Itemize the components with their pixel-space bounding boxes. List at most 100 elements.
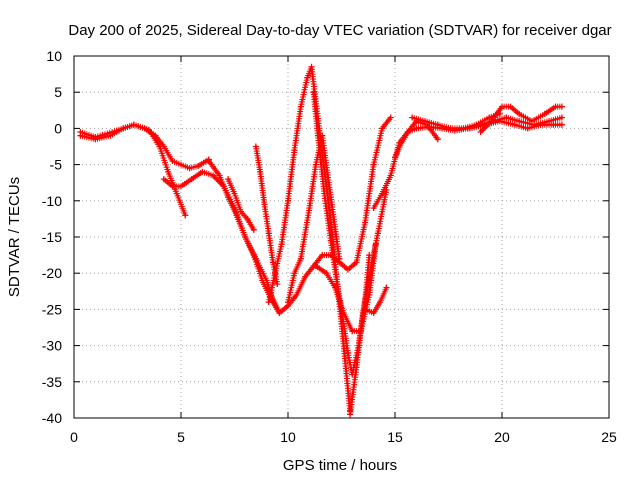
data-point [265,230,272,237]
data-point [308,63,315,70]
data-point [516,110,523,117]
data-point [392,154,398,161]
data-point [370,161,377,168]
data-point [178,183,184,190]
data-point [233,212,240,219]
data-point [413,125,420,132]
data-point [558,121,565,128]
data-series-pass5 [225,176,257,233]
data-point [327,194,334,201]
data-series-pass7 [265,63,354,414]
data-point [252,143,259,150]
data-point [160,176,167,183]
data-point [460,125,467,132]
data-point [304,74,311,81]
y-tick-label: -5 [50,157,63,173]
data-point [550,121,557,128]
data-point [250,226,257,233]
data-point [285,302,291,309]
data-point [319,252,326,259]
data-point [362,219,369,226]
data-point [340,310,347,317]
data-point [195,163,202,170]
data-point [383,284,390,291]
y-tick-label: -35 [42,374,62,390]
data-series-pass11 [267,114,394,317]
data-point [182,212,189,219]
data-point [511,121,518,128]
data-point [379,190,386,197]
axis-ticks: 0 5 10 15 20 25 10 5 0 -5 -10 -15 -20 -25 -30 -35 -40 [42,48,617,445]
data-point [225,176,232,183]
data-point [507,103,514,110]
data-point [314,132,321,139]
data-point [274,281,281,288]
data-point [237,208,244,215]
data-point [362,306,369,313]
data-point [537,121,544,128]
data-point [344,349,351,356]
data-point [285,197,291,204]
data-point [265,299,272,306]
data-point [499,103,505,110]
data-point [113,127,120,134]
data-point [77,129,84,136]
data-point [297,103,304,110]
data-point [178,161,184,168]
y-tick-label: 0 [54,120,62,136]
data-point [434,136,441,143]
data-point [165,168,172,175]
data-point [169,157,176,164]
x-tick-label: 5 [177,429,185,445]
data-point [334,281,341,288]
data-point [259,277,266,284]
data-point [421,118,428,125]
y-tick-label: -20 [42,265,62,281]
data-point [353,364,360,371]
data-point [216,172,223,179]
data-point [528,118,535,125]
data-point [261,201,268,208]
data-point [242,234,249,240]
data-point [270,259,277,266]
y-tick-label: -30 [42,338,62,354]
x-tick-label: 10 [280,429,296,445]
data-point [447,125,454,132]
data-point [347,411,354,418]
data-point [278,241,285,248]
data-point [503,114,510,121]
data-point [524,125,531,132]
data-point [321,190,328,197]
data-point [267,291,274,298]
data-series-pass13 [362,284,390,317]
data-point [173,190,180,197]
data-point [231,190,238,197]
data-point [156,143,163,150]
data-point [541,110,548,117]
data-point [199,168,206,175]
grid [74,56,609,418]
data-point [327,252,334,259]
data-point [359,310,366,317]
data-point [210,172,217,179]
data-point [291,270,298,277]
data-point [310,89,317,96]
data-point [387,114,394,121]
x-tick-label: 25 [601,429,617,445]
data-point [332,284,339,291]
x-tick-label: 0 [70,429,78,445]
data-series-pass18 [466,118,565,132]
data-point [272,270,279,277]
y-axis-label: SDTVAR / TECUs [6,177,23,297]
data-series-pass4 [205,157,274,302]
data-point [205,157,212,164]
series-markers [77,121,189,219]
y-tick-label: -40 [42,410,62,426]
data-point [377,299,384,306]
data-point [302,273,309,280]
data-point [340,320,347,327]
data-point [434,121,441,128]
data-series-pass2 [77,121,189,219]
data-point [297,255,304,262]
